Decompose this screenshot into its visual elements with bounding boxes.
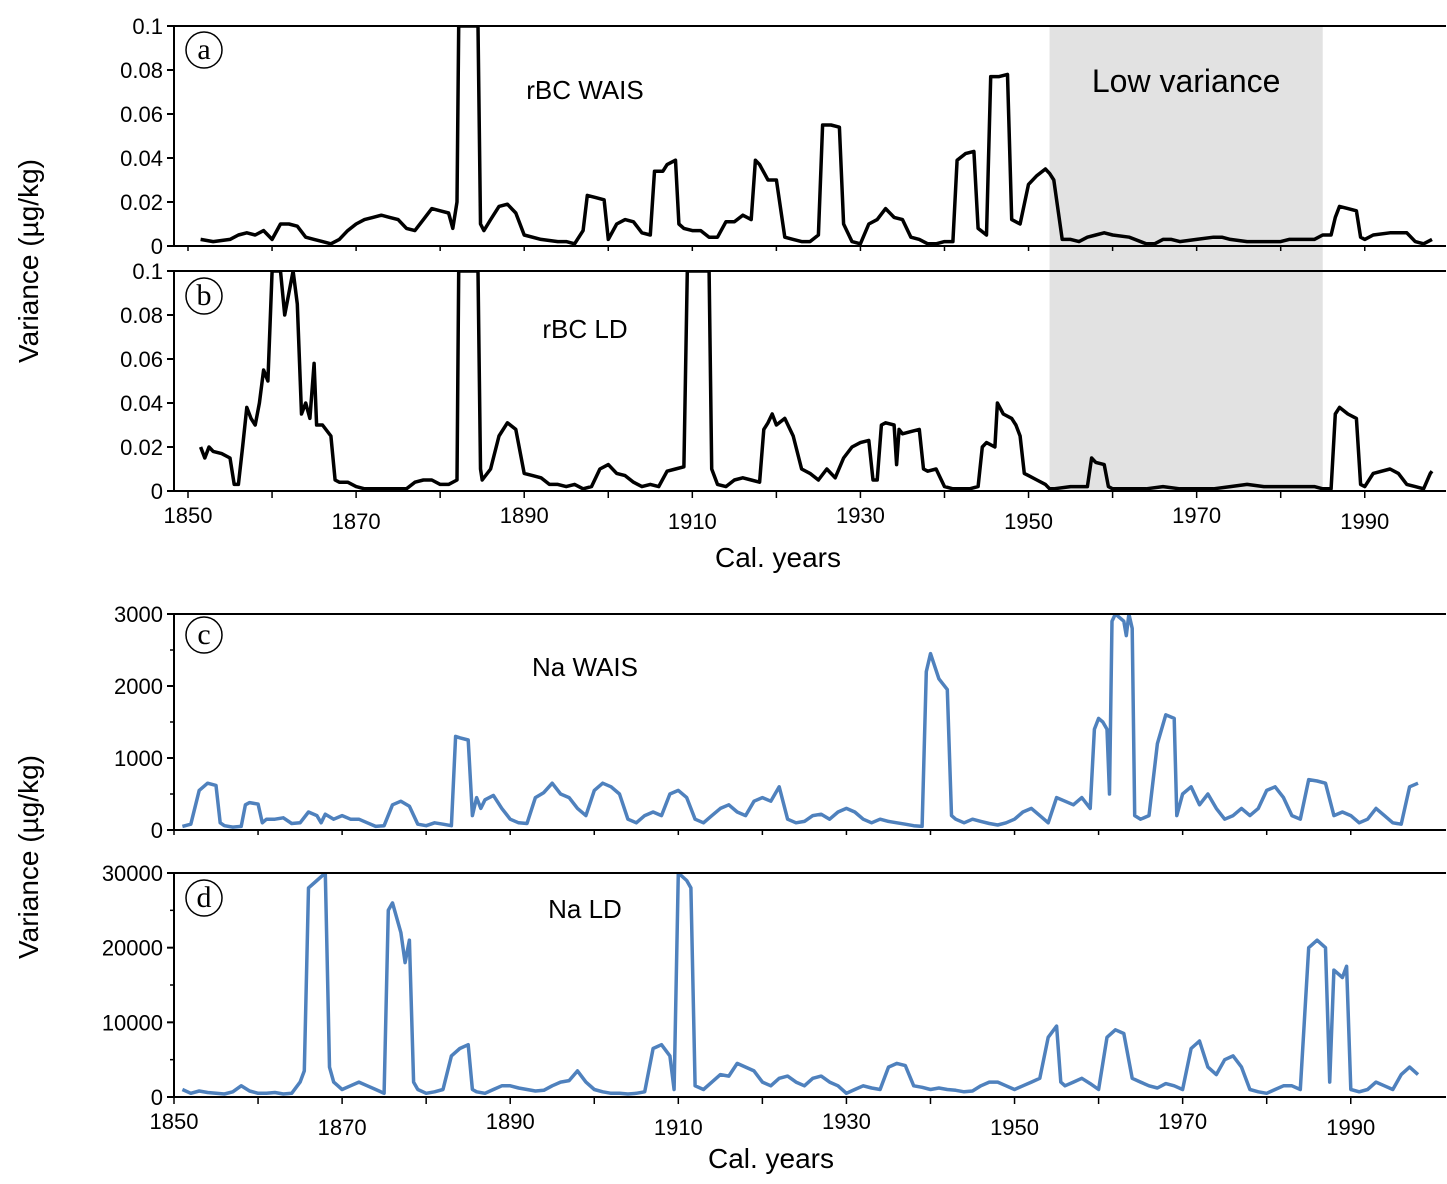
series-label: rBC LD: [542, 314, 627, 344]
panel-letter: a: [197, 33, 210, 66]
series-line-panel-d: [181, 872, 1420, 1096]
series-line-panel-c: [181, 613, 1419, 829]
x-tick-label: 1890: [486, 1109, 535, 1134]
x-tick-label: 1970: [1172, 503, 1221, 528]
panel-letter-circle: [185, 31, 223, 69]
x-tick-label: 1870: [318, 1115, 367, 1140]
x-tick-label: 1910: [668, 509, 717, 534]
y-tick-label: 0.1: [132, 14, 163, 39]
y-tick-label: 0.06: [120, 102, 163, 127]
panel-a-rbc-wais: 0 0.02 0.04 0.06 0.08 0.1 a rBC WAIS: [120, 14, 1446, 259]
top-y-axis-label: Variance (µg/kg): [13, 159, 44, 363]
x-tick-label: 1950: [990, 1115, 1039, 1140]
x-tick-label: 1850: [164, 503, 213, 528]
y-tick-label: 0.1: [132, 259, 163, 284]
y-tick-label: 0: [151, 818, 163, 843]
y-tick-label: 0: [151, 1085, 163, 1110]
y-tick-label: 0.08: [120, 58, 163, 83]
panel-letter-circle: [185, 879, 223, 917]
x-tick-label: 1990: [1326, 1115, 1375, 1140]
y-tick-label: 20000: [102, 936, 163, 961]
x-tick-label: 1910: [654, 1115, 703, 1140]
x-tick-label: 1970: [1158, 1109, 1207, 1134]
x-tick-label: 1890: [500, 503, 549, 528]
panel-b-rbc-ld: 0 0.02 0.04 0.06 0.08 0.1 1850 1870 1890 1910 1930…: [120, 259, 1446, 534]
x-tick-label: 1930: [836, 503, 885, 528]
low-variance-shade: [1049, 26, 1323, 491]
y-tick-label: 0.02: [120, 435, 163, 460]
panel-letter: b: [197, 279, 212, 312]
y-tick-label: 0: [151, 479, 163, 504]
bottom-x-axis-label: Cal. years: [708, 1143, 834, 1174]
low-variance-label: Low variance: [1092, 63, 1281, 99]
series-label: Na LD: [548, 894, 622, 924]
series-line-panel-b: [198, 270, 1434, 491]
y-tick-label: 0.08: [120, 303, 163, 328]
bottom-y-axis-label: Variance (µg/kg): [13, 755, 44, 959]
panel-letter-circle: [185, 616, 223, 654]
y-tick-label: 0.04: [120, 391, 163, 416]
y-tick-label: 0: [151, 234, 163, 259]
y-tick-label: 0.02: [120, 190, 163, 215]
y-tick-label: 3000: [114, 602, 163, 627]
x-tick-label: 1950: [1004, 509, 1053, 534]
series-label: Na WAIS: [532, 652, 638, 682]
x-tick-label: 1990: [1340, 509, 1389, 534]
y-tick-label: 0.06: [120, 347, 163, 372]
panel-letter-circle: [185, 277, 223, 315]
y-tick-label: 0.04: [120, 146, 163, 171]
y-tick-label: 30000: [102, 861, 163, 886]
panel-letter: c: [197, 618, 210, 651]
x-tick-label: 1930: [822, 1109, 871, 1134]
series-line-panel-a: [200, 25, 1433, 246]
bottom-panel-group: 0 1000 2000 3000 c Na WAIS 0 10000 20000 30000 18…: [13, 602, 1446, 1174]
top-x-axis-label: Cal. years: [715, 542, 841, 573]
panel-c-na-wais: 0 1000 2000 3000 c Na WAIS: [114, 602, 1446, 843]
x-tick-label: 1850: [150, 1109, 199, 1134]
y-tick-label: 10000: [102, 1010, 163, 1035]
panel-d-na-ld: 0 10000 20000 30000 1850 1870 1890 1910 1930 1950…: [102, 861, 1446, 1140]
series-label: rBC WAIS: [526, 75, 643, 105]
panel-letter: d: [197, 881, 212, 914]
y-tick-label: 2000: [114, 674, 163, 699]
x-tick-label: 1870: [332, 509, 381, 534]
y-tick-label: 1000: [114, 746, 163, 771]
